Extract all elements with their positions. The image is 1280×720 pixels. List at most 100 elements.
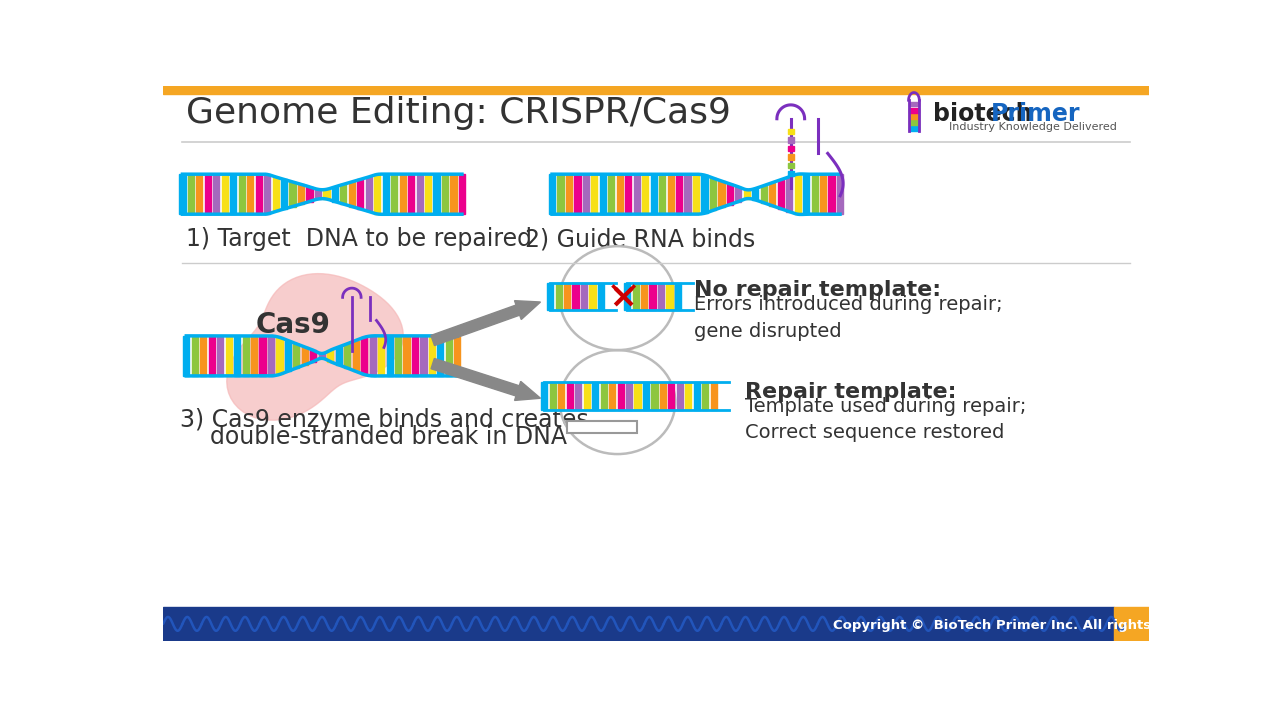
Bar bbox=[649, 283, 655, 310]
Text: Industry Knowledge Delivered: Industry Knowledge Delivered bbox=[948, 122, 1116, 132]
Bar bbox=[1114, 607, 1149, 641]
Bar bbox=[909, 102, 919, 107]
Bar bbox=[164, 86, 1149, 94]
Bar bbox=[584, 382, 590, 410]
Bar bbox=[676, 174, 682, 215]
Bar bbox=[703, 382, 708, 410]
Bar bbox=[660, 382, 666, 410]
Text: Cas9: Cas9 bbox=[256, 311, 330, 339]
Bar bbox=[575, 382, 581, 410]
Bar bbox=[701, 175, 708, 213]
Bar bbox=[556, 283, 562, 310]
Text: No repair template:: No repair template: bbox=[695, 280, 942, 300]
Bar bbox=[425, 174, 431, 215]
Text: Errors introduced during repair;
gene disrupted: Errors introduced during repair; gene di… bbox=[695, 295, 1004, 341]
Bar bbox=[268, 336, 274, 376]
Bar bbox=[828, 174, 835, 215]
Bar bbox=[205, 174, 211, 215]
Bar bbox=[820, 174, 826, 215]
Bar bbox=[635, 382, 640, 410]
Bar bbox=[302, 347, 308, 365]
Bar bbox=[164, 607, 1114, 641]
Bar bbox=[787, 138, 794, 143]
Bar bbox=[319, 354, 325, 359]
Text: 3) Cas9 enzyme binds and creates: 3) Cas9 enzyme binds and creates bbox=[180, 408, 589, 432]
Bar bbox=[221, 174, 228, 215]
Text: Primer: Primer bbox=[991, 102, 1080, 126]
Bar bbox=[264, 174, 270, 214]
Bar bbox=[374, 174, 380, 214]
Bar bbox=[442, 174, 448, 215]
Bar bbox=[370, 336, 376, 376]
Bar bbox=[273, 177, 279, 212]
Bar bbox=[298, 184, 305, 204]
Bar bbox=[694, 382, 700, 410]
Bar bbox=[225, 336, 232, 376]
Bar bbox=[234, 336, 241, 376]
Bar bbox=[795, 174, 801, 215]
Bar bbox=[383, 174, 389, 215]
Bar bbox=[558, 382, 564, 410]
Bar bbox=[445, 336, 452, 376]
Bar bbox=[567, 382, 573, 410]
Bar bbox=[909, 127, 919, 131]
Bar bbox=[192, 336, 198, 376]
Bar bbox=[451, 174, 457, 215]
Bar bbox=[366, 177, 372, 212]
Bar bbox=[434, 174, 439, 215]
Bar bbox=[344, 343, 351, 368]
Text: 2) Guide RNA binds: 2) Guide RNA binds bbox=[525, 228, 755, 251]
Text: double-stranded break in DNA: double-stranded break in DNA bbox=[180, 426, 567, 449]
Bar bbox=[260, 336, 266, 376]
Bar bbox=[787, 145, 794, 151]
Bar bbox=[429, 336, 435, 376]
Bar bbox=[909, 108, 919, 112]
Bar bbox=[582, 174, 589, 215]
Bar bbox=[744, 190, 750, 199]
Bar bbox=[812, 174, 818, 215]
Bar bbox=[412, 336, 419, 376]
Bar bbox=[328, 350, 333, 361]
Bar bbox=[310, 350, 316, 361]
Bar bbox=[909, 120, 919, 125]
Bar bbox=[625, 283, 630, 310]
Bar bbox=[416, 174, 422, 215]
Bar bbox=[667, 283, 672, 310]
Bar bbox=[541, 382, 548, 410]
Bar bbox=[787, 171, 794, 176]
Bar bbox=[658, 283, 664, 310]
Bar bbox=[692, 174, 699, 215]
Bar bbox=[396, 336, 401, 376]
Bar bbox=[787, 163, 794, 168]
Bar bbox=[685, 382, 691, 410]
Bar bbox=[214, 174, 219, 215]
Bar bbox=[460, 174, 465, 215]
Bar bbox=[778, 180, 783, 209]
Bar bbox=[289, 182, 296, 207]
Bar bbox=[218, 336, 223, 376]
Bar bbox=[378, 336, 384, 376]
Bar bbox=[566, 174, 572, 215]
Bar bbox=[230, 174, 237, 215]
Bar bbox=[753, 189, 759, 200]
Bar bbox=[626, 382, 632, 410]
Bar bbox=[786, 177, 792, 212]
Bar bbox=[710, 382, 717, 410]
Bar bbox=[306, 187, 312, 202]
Bar bbox=[617, 174, 623, 215]
Bar bbox=[609, 382, 616, 410]
Bar bbox=[787, 129, 794, 134]
Bar bbox=[803, 174, 809, 215]
Bar bbox=[652, 382, 658, 410]
Text: biotech: biotech bbox=[933, 102, 1033, 126]
Bar bbox=[909, 114, 919, 119]
Bar bbox=[387, 336, 393, 376]
Bar bbox=[454, 336, 461, 376]
Text: Copyright ©  BioTech Primer Inc. All rights reserved.: Copyright © BioTech Primer Inc. All righ… bbox=[833, 619, 1228, 632]
Bar bbox=[837, 174, 844, 215]
Bar bbox=[735, 186, 741, 202]
Bar bbox=[315, 189, 321, 199]
Bar bbox=[643, 174, 648, 215]
Bar bbox=[675, 283, 681, 310]
Bar bbox=[399, 174, 406, 215]
